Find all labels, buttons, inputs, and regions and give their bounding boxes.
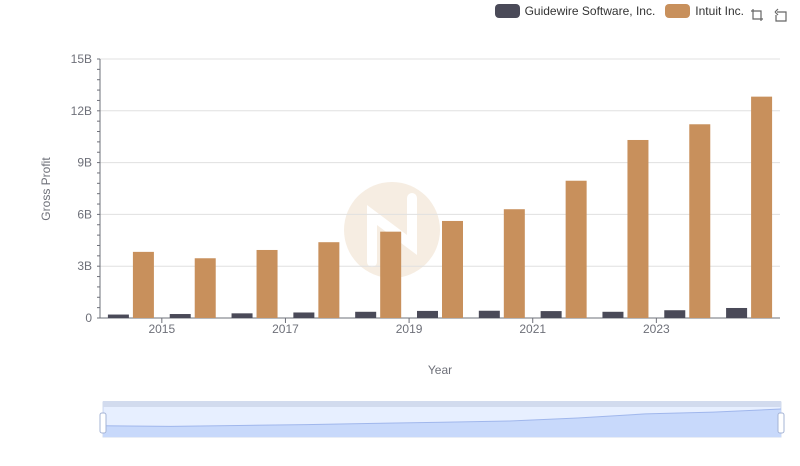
legend-item-intuit[interactable]: Intuit Inc. <box>665 4 744 18</box>
bar-intuit-2015[interactable] <box>194 258 216 318</box>
bar-intuit-2018[interactable] <box>380 231 402 318</box>
bar-guidewire-2017[interactable] <box>293 312 315 318</box>
bar-guidewire-2019[interactable] <box>417 310 438 318</box>
bar-guidewire-2018[interactable] <box>355 311 377 318</box>
bar-guidewire-2020[interactable] <box>478 310 500 318</box>
bar-intuit-2017[interactable] <box>318 242 340 318</box>
legend-swatch-guidewire <box>494 4 520 18</box>
bar-guidewire-2021[interactable] <box>540 311 562 318</box>
x-tick-label: 2021 <box>519 322 546 336</box>
toolbox <box>742 6 790 24</box>
legend-item-guidewire[interactable]: Guidewire Software, Inc. <box>494 4 656 18</box>
bar-intuit-2023[interactable] <box>689 124 711 318</box>
watermark-mark <box>367 193 417 267</box>
y-axis-label: Gross Profit <box>39 157 53 221</box>
bar-guidewire-2024[interactable] <box>726 307 748 318</box>
bar-intuit-2014[interactable] <box>132 251 154 318</box>
x-tick-label: 2019 <box>396 322 423 336</box>
y-tick-label: 3B <box>77 259 92 273</box>
data-zoom-handle-right[interactable] <box>777 412 785 434</box>
data-zoom-line <box>102 408 782 427</box>
bar-intuit-2019[interactable] <box>442 220 463 318</box>
bar-guidewire-2016[interactable] <box>231 313 253 318</box>
y-tick-label: 9B <box>77 156 92 170</box>
x-tick-label: 2015 <box>148 322 175 336</box>
data-zoom-selection[interactable] <box>103 402 781 437</box>
bar-intuit-2024[interactable] <box>751 96 773 319</box>
legend: Guidewire Software, Inc. Intuit Inc. <box>485 4 744 18</box>
legend-label-guidewire: Guidewire Software, Inc. <box>524 4 656 18</box>
data-zoom-handle-left[interactable] <box>99 412 107 434</box>
legend-label-intuit: Intuit Inc. <box>695 4 744 18</box>
zoom-icon[interactable] <box>748 6 766 24</box>
bar-guidewire-2014[interactable] <box>107 314 129 318</box>
bar-guidewire-2015[interactable] <box>169 314 191 318</box>
y-tick-label: 15B <box>71 52 92 66</box>
bar-intuit-2020[interactable] <box>503 209 525 318</box>
x-tick-label: 2023 <box>643 322 670 336</box>
y-tick-label: 12B <box>71 104 92 118</box>
legend-swatch-intuit <box>665 4 691 18</box>
x-axis-label: Year <box>428 363 452 377</box>
restore-icon[interactable] <box>772 6 790 24</box>
bar-intuit-2021[interactable] <box>565 180 587 318</box>
bar-intuit-2022[interactable] <box>627 139 649 318</box>
bar-guidewire-2022[interactable] <box>602 311 624 318</box>
y-tick-label: 0 <box>85 311 92 325</box>
bar-intuit-2016[interactable] <box>256 249 278 318</box>
bar-guidewire-2023[interactable] <box>664 310 686 318</box>
data-zoom-move-bar[interactable] <box>103 401 781 407</box>
x-tick-label: 2017 <box>272 322 299 336</box>
y-tick-label: 6B <box>77 207 92 221</box>
